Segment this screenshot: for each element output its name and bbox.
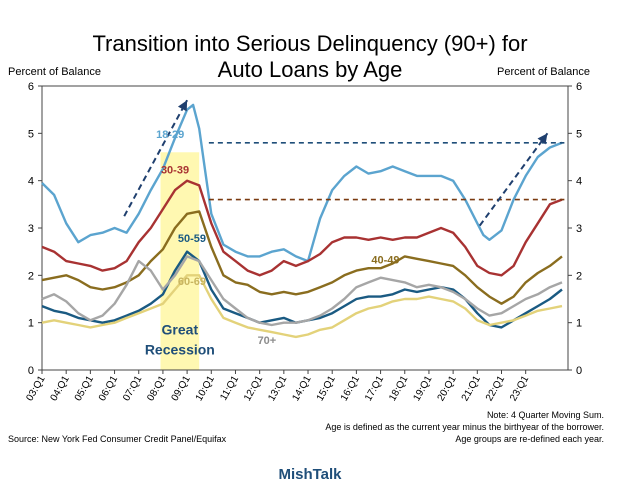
y-tick-label-right: 0 (576, 365, 582, 377)
y-tick-label-left: 6 (28, 81, 34, 93)
y-tick-label-left: 4 (28, 176, 34, 188)
y-tick-label-left: 2 (28, 270, 34, 282)
y-tick-label-right: 4 (576, 176, 582, 188)
x-tick-label: 22:Q1 (484, 374, 507, 403)
right-axis-title: Percent of Balance (497, 66, 590, 78)
y-tick-label-right: 2 (576, 270, 582, 282)
x-tick-label: 17:Q1 (363, 374, 386, 403)
x-tick-label: 07:Q1 (121, 374, 144, 403)
chart-title-line1: Transition into Serious Delinquency (90+… (92, 31, 528, 56)
y-tick-label-right: 5 (576, 128, 582, 140)
y-tick-label-right: 3 (576, 223, 582, 235)
y-tick-label-left: 5 (28, 128, 34, 140)
y-tick-label-left: 1 (28, 318, 34, 330)
series-label-40-49: 40-49 (371, 255, 399, 267)
x-tick-label: 18:Q1 (387, 374, 410, 403)
arrow-2020s-head (537, 133, 548, 145)
note-moving-sum: Note: 4 Quarter Moving Sum. (486, 410, 604, 420)
x-tick-label: 21:Q1 (460, 374, 483, 403)
y-tick-label-right: 6 (576, 81, 582, 93)
series-label-60-69: 60-69 (178, 276, 206, 288)
series-line-18-29 (41, 103, 563, 263)
x-tick-label: 20:Q1 (436, 374, 459, 403)
series-line-60-69 (41, 274, 563, 339)
x-tick-label: 06:Q1 (97, 374, 120, 403)
x-tick-label: 12:Q1 (242, 374, 265, 403)
y-tick-label-left: 0 (28, 365, 34, 377)
series-line-70+ (41, 255, 563, 327)
x-tick-label: 13:Q1 (266, 374, 289, 403)
x-tick-label: 19:Q1 (411, 374, 434, 403)
x-tick-label: 15:Q1 (315, 374, 338, 403)
brand-label: MishTalk (278, 466, 342, 483)
x-tick-label: 09:Q1 (170, 374, 193, 403)
series-label-18-29: 18-29 (156, 129, 184, 141)
chart-title-line2: Auto Loans by Age (217, 57, 403, 82)
series-label-30-39: 30-39 (161, 165, 189, 177)
arrow-2000s (123, 99, 188, 217)
x-tick-label: 11:Q1 (218, 374, 241, 403)
note-age-definition: Age is defined as the current year minus… (325, 422, 604, 432)
y-tick-label-right: 1 (576, 318, 582, 330)
recession-label-line2: Recession (145, 341, 215, 357)
left-axis-title: Percent of Balance (8, 66, 101, 78)
x-tick-label: 14:Q1 (290, 374, 313, 403)
y-tick-label-left: 3 (28, 223, 34, 235)
x-tick-label: 05:Q1 (73, 374, 96, 403)
source-note: Source: New York Fed Consumer Credit Pan… (8, 434, 227, 444)
plot-frame (41, 85, 569, 371)
series-label-70+: 70+ (258, 335, 277, 347)
arrow-2000s-head (177, 100, 188, 112)
x-tick-label: 03:Q1 (24, 374, 47, 403)
x-tick-label: 10:Q1 (194, 374, 217, 403)
x-tick-label: 23:Q1 (508, 374, 531, 403)
note-age-groups: Age groups are re-defined each year. (455, 434, 604, 444)
x-tick-label: 04:Q1 (49, 374, 72, 403)
series-line-30-39 (41, 179, 563, 277)
recession-label-line1: Great (162, 322, 199, 338)
x-tick-label: 16:Q1 (339, 374, 362, 403)
series-label-50-59: 50-59 (178, 233, 206, 245)
arrow-2020s (478, 132, 549, 227)
x-tick-label: 08:Q1 (145, 374, 168, 403)
